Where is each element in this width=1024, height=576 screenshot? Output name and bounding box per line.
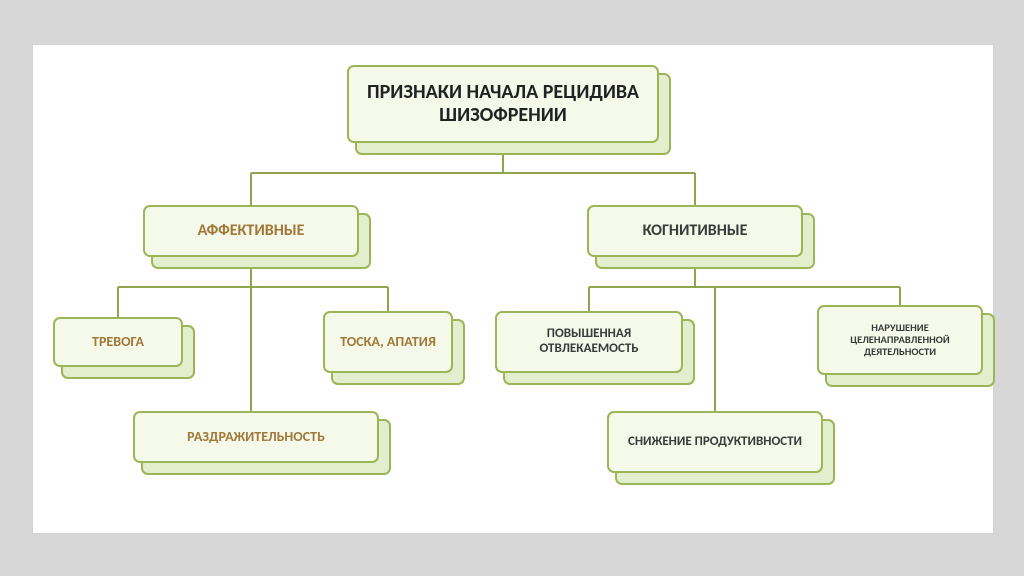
conn (899, 287, 901, 305)
conn (694, 173, 696, 205)
conn (250, 287, 252, 411)
conn (387, 287, 389, 311)
node-cognitive-label: КОГНИТИВНЫЕ (643, 222, 748, 240)
node-affective: АФФЕКТИВНЫЕ (143, 205, 367, 265)
node-root: ПРИЗНАКИ НАЧАЛА РЕЦИДИВА ШИЗОФРЕНИИ (347, 65, 667, 151)
node-irritability: РАЗДРАЖИТЕЛЬНОСТЬ (133, 411, 387, 471)
node-distractibility-label: ПОВЫШЕННАЯ ОТВЛЕКАЕМОСТЬ (505, 327, 673, 357)
node-root-label: ПРИЗНАКИ НАЧАЛА РЕЦИДИВА ШИЗОФРЕНИИ (357, 81, 649, 127)
diagram-canvas: ПРИЗНАКИ НАЧАЛА РЕЦИДИВА ШИЗОФРЕНИИ АФФЕ… (32, 44, 994, 534)
conn (589, 286, 900, 288)
node-productivity: СНИЖЕНИЕ ПРОДУКТИВНОСТИ (607, 411, 831, 481)
node-anxiety: ТРЕВОГА (53, 317, 191, 375)
node-apathy-label: ТОСКА, АПАТИЯ (340, 334, 436, 350)
node-goal-impairment: НАРУШЕНИЕ ЦЕЛЕНАПРАВЛЕННОЙ ДЕЯТЕЛЬНОСТИ (817, 305, 991, 383)
node-anxiety-label: ТРЕВОГА (92, 334, 144, 350)
node-productivity-label: СНИЖЕНИЕ ПРОДУКТИВНОСТИ (628, 435, 802, 450)
conn (714, 287, 716, 411)
conn (117, 287, 119, 317)
node-distractibility: ПОВЫШЕННАЯ ОТВЛЕКАЕМОСТЬ (495, 311, 691, 381)
conn (588, 287, 590, 311)
node-cognitive: КОГНИТИВНЫЕ (587, 205, 811, 265)
conn (250, 173, 252, 205)
node-apathy: ТОСКА, АПАТИЯ (323, 311, 461, 381)
node-affective-label: АФФЕКТИВНЫЕ (198, 222, 305, 240)
node-goal-impairment-label: НАРУШЕНИЕ ЦЕЛЕНАПРАВЛЕННОЙ ДЕЯТЕЛЬНОСТИ (827, 322, 973, 358)
conn (251, 172, 695, 174)
conn (118, 286, 388, 288)
node-irritability-label: РАЗДРАЖИТЕЛЬНОСТЬ (187, 429, 325, 445)
